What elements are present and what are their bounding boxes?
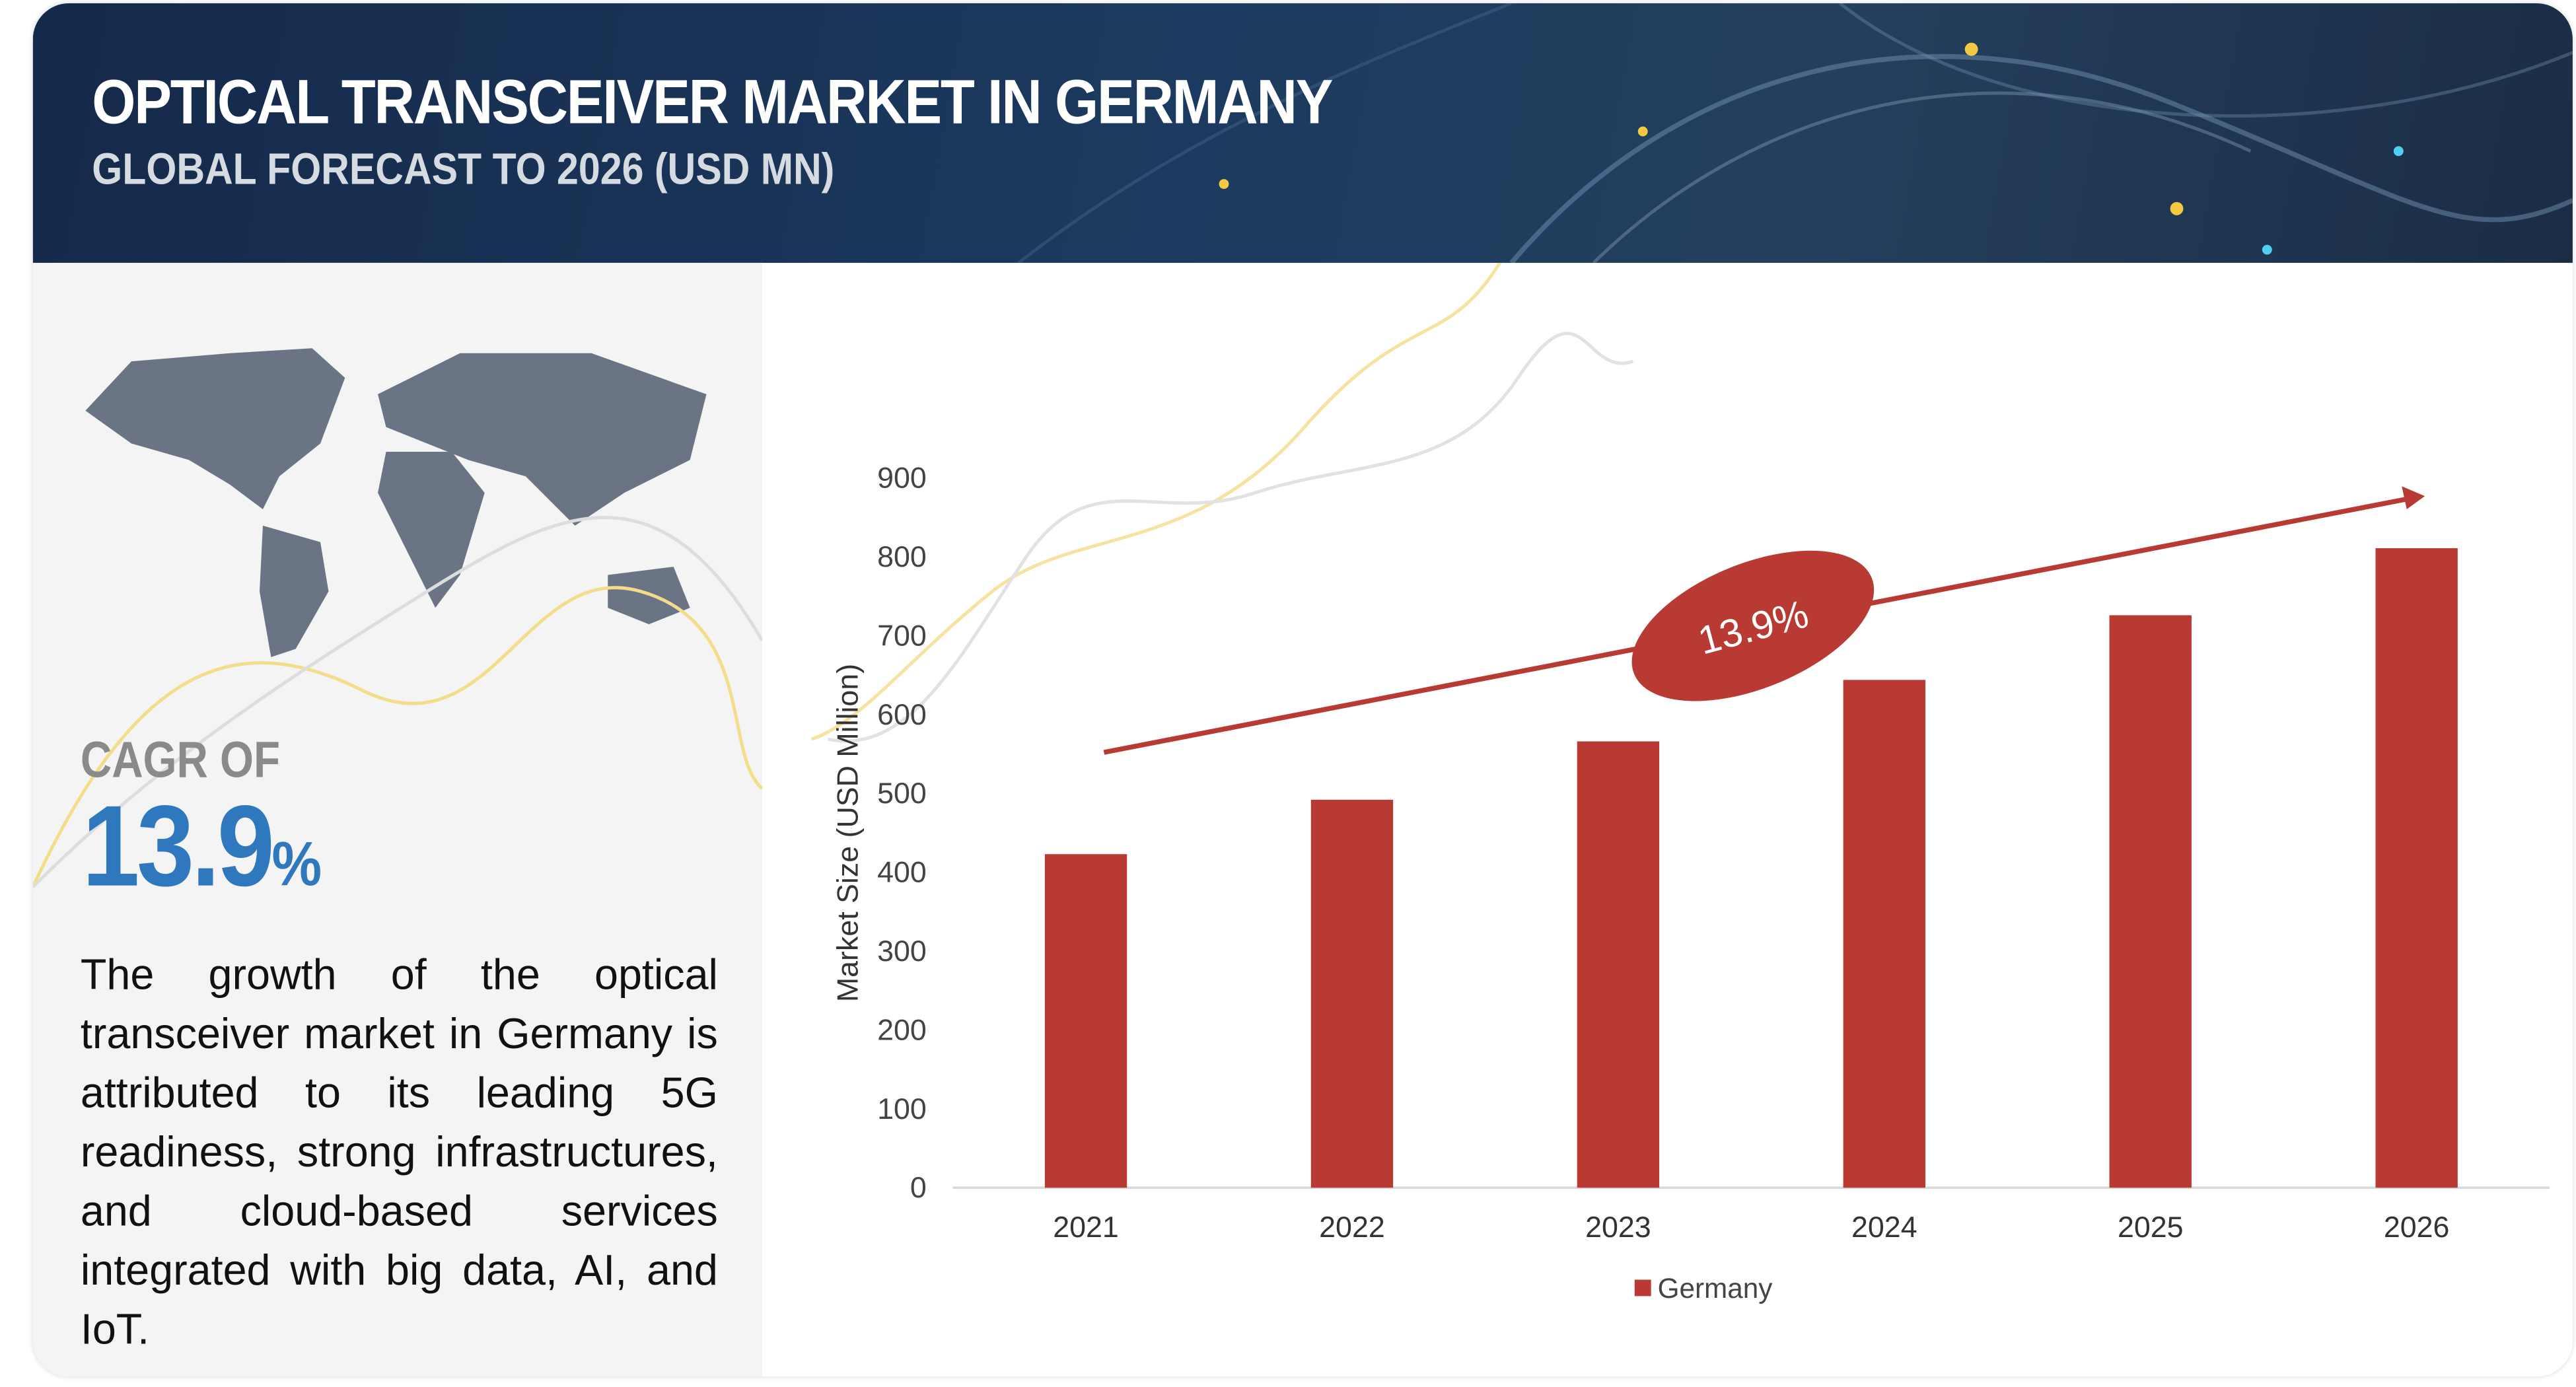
y-axis-label: Market Size (USD Million): [831, 664, 864, 1002]
decorative-curve: [828, 332, 1634, 743]
y-tick-label: 400: [877, 856, 927, 889]
y-tick-label: 500: [877, 777, 927, 810]
cagr-badge: [1631, 550, 1875, 701]
page-title: OPTICAL TRANSCEIVER MARKET IN GERMANY: [92, 69, 1333, 138]
x-tick-label: 2025: [2118, 1211, 2184, 1244]
y-tick-label: 800: [877, 540, 927, 573]
bar-2026: [2375, 548, 2458, 1188]
cagr-value: 13.9%: [82, 780, 322, 911]
y-tick-label: 900: [877, 462, 927, 495]
arrow-head-icon: [2402, 486, 2425, 510]
y-tick-label: 100: [877, 1092, 927, 1125]
x-tick-label: 2023: [1585, 1211, 1651, 1244]
y-tick-label: 700: [877, 619, 927, 652]
bar-2025: [2109, 615, 2192, 1188]
summary-panel: CAGR OF 13.9% The growth of the optical …: [32, 262, 763, 1377]
y-tick-label: 200: [877, 1013, 927, 1046]
x-tick-label: 2026: [2384, 1211, 2450, 1244]
bar-2024: [1843, 680, 1925, 1188]
x-tick-label: 2024: [1851, 1211, 1917, 1244]
x-tick-label: 2022: [1319, 1211, 1385, 1244]
legend-swatch: [1634, 1279, 1651, 1297]
description-text: The growth of the optical transceiver ma…: [80, 949, 718, 1354]
infographic-card: OPTICAL TRANSCEIVER MARKET IN GERMANY GL…: [32, 3, 2573, 1377]
y-tick-label: 300: [877, 935, 927, 968]
legend-label: Germany: [1658, 1273, 1773, 1304]
page-subtitle: GLOBAL FORECAST TO 2026 (USD MN): [92, 144, 835, 194]
cagr-number: 13.9: [82, 781, 275, 910]
y-tick-label: 600: [877, 698, 927, 731]
header-banner: OPTICAL TRANSCEIVER MARKET IN GERMANY GL…: [32, 3, 2573, 263]
bar-2022: [1310, 799, 1394, 1188]
bar-2023: [1577, 741, 1660, 1188]
fiber-optic-background: [1017, 3, 2573, 263]
cagr-unit: %: [271, 831, 322, 900]
bar-chart: 0 100 200 300 400 500 600 700 800 900 Market Size …: [810, 262, 2550, 1304]
world-map-icon: [32, 348, 763, 888]
bar-2021: [1044, 854, 1127, 1188]
y-tick-label: 0: [910, 1171, 927, 1204]
cagr-label: CAGR OF: [80, 730, 281, 789]
x-tick-label: 2021: [1053, 1211, 1119, 1244]
decorative-curve: [810, 262, 1502, 741]
